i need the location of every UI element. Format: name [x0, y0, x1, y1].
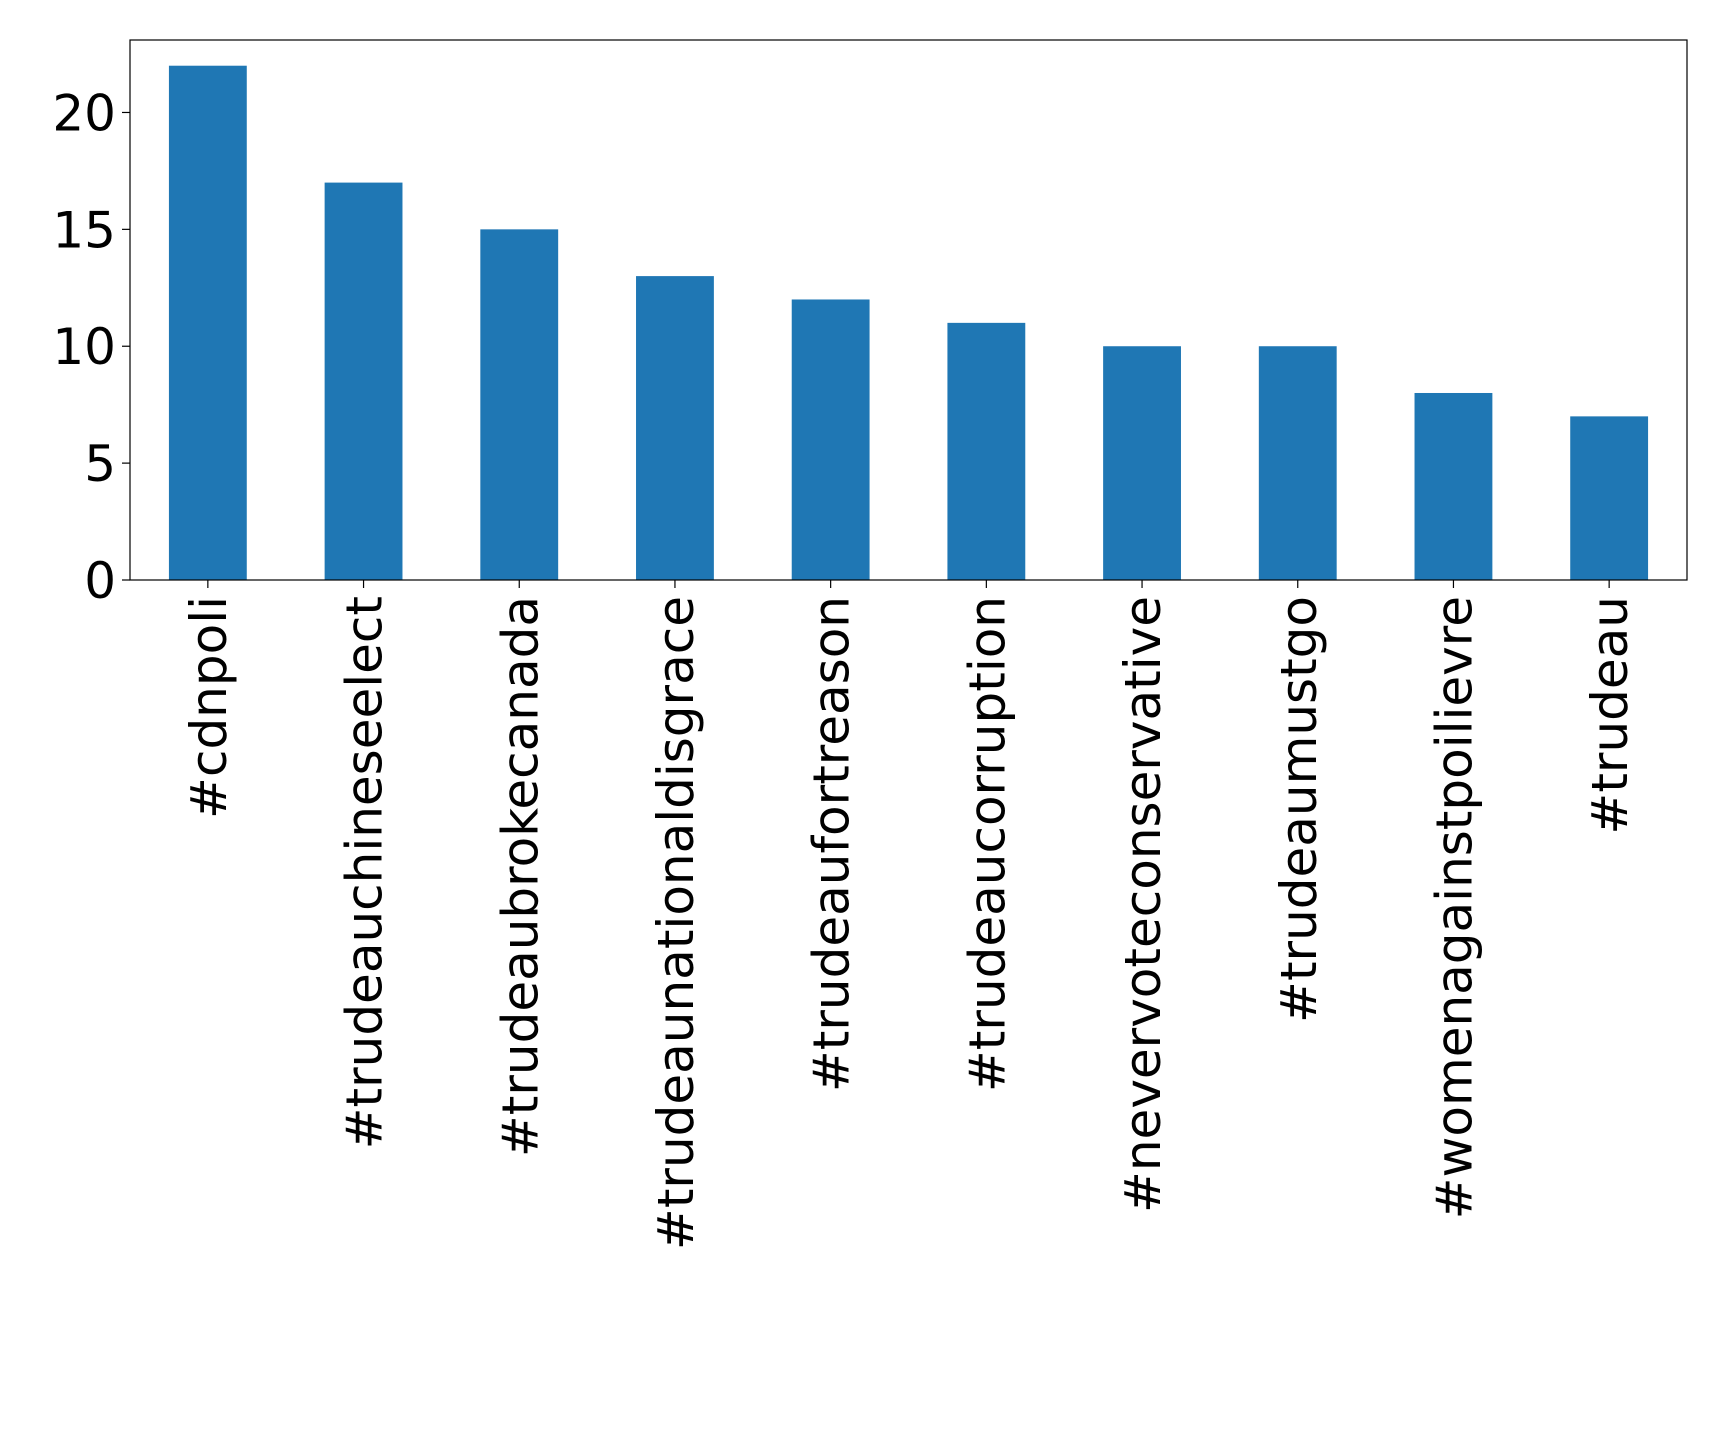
x-tick-label: #nevervoteconservative [1114, 596, 1172, 1213]
x-tick-label: #womenagainstpoilievre [1425, 596, 1483, 1219]
x-tick-label: #trudeau [1581, 596, 1639, 835]
bar [791, 299, 870, 580]
x-tick-label: #cdnpoli [180, 596, 238, 819]
y-tick-label: 10 [52, 318, 116, 376]
bar [1258, 346, 1337, 580]
x-tick-label: #trudeaufortreason [803, 596, 861, 1092]
y-tick-label: 5 [84, 435, 116, 493]
bar [636, 276, 714, 580]
bar [168, 65, 247, 580]
y-tick-label: 0 [84, 552, 116, 610]
x-tick-label: #trudeaunationaldisgrace [647, 596, 705, 1250]
x-tick-label: #trudeaumustgo [1270, 596, 1328, 1023]
bar [1570, 416, 1649, 580]
y-tick-label: 15 [52, 201, 116, 259]
bar [1414, 392, 1493, 580]
x-tick-label: #trudeaubrokecanada [491, 596, 549, 1157]
axes-frame [129, 39, 1688, 581]
bar [1103, 346, 1181, 580]
x-tick-label: #trudeauchineseelect [336, 596, 394, 1149]
bar [947, 322, 1026, 580]
bar [480, 229, 559, 580]
bar [324, 182, 403, 580]
y-tick-label: 20 [52, 84, 116, 142]
x-tick-label: #trudeaucorruption [958, 596, 1016, 1092]
